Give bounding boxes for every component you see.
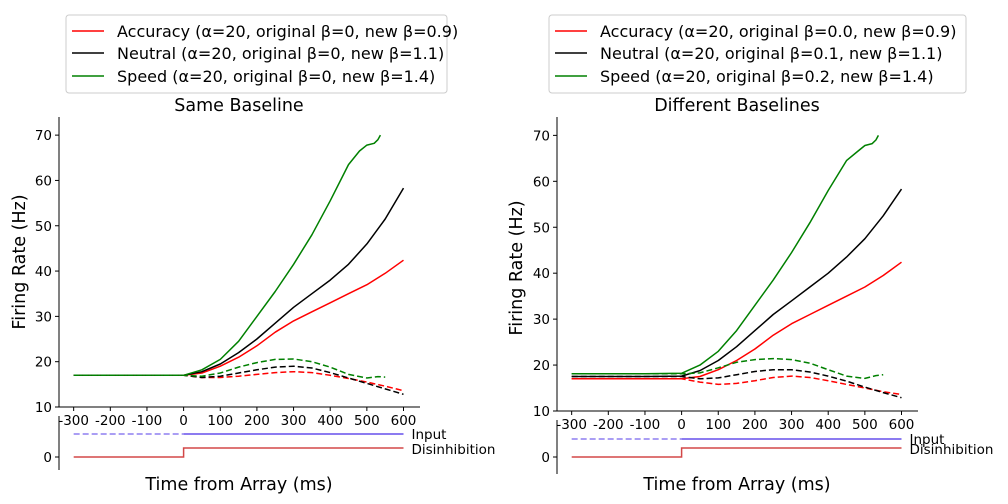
chart-title: Same Baseline bbox=[174, 96, 303, 116]
legend-box bbox=[65, 14, 448, 94]
series-line-dashed-3 bbox=[571, 375, 902, 396]
disinhibition-line bbox=[73, 447, 404, 458]
x-tick-label: 300 bbox=[281, 413, 307, 429]
series-line-dashed-4 bbox=[73, 365, 404, 396]
y-tick-label: 30 bbox=[533, 312, 550, 328]
y-tick-label: 40 bbox=[533, 266, 550, 282]
y-tick-label: 70 bbox=[35, 128, 52, 144]
chart-different-baselines: Accuracy (α=20, original β=0.0, new β=0.… bbox=[507, 14, 993, 495]
legend-label-speed: Speed (α=20, original β=0.2, new β=1.4) bbox=[600, 67, 934, 86]
x-tick-label: 400 bbox=[317, 413, 343, 429]
legend-label-neutral: Neutral (α=20, original β=0.1, new β=1.1… bbox=[600, 44, 942, 63]
inset-label-disinhibition: Disinhibition bbox=[412, 442, 496, 458]
y-tick-label: 50 bbox=[533, 220, 550, 236]
series-line-solid-1 bbox=[73, 187, 405, 377]
series-line-solid-2 bbox=[571, 135, 880, 375]
legend-label-accuracy: Accuracy (α=20, original β=0, new β=0.9) bbox=[117, 22, 458, 41]
x-axis-label: Time from Array (ms) bbox=[144, 475, 332, 495]
x-tick-label: 100 bbox=[705, 417, 731, 433]
y-tick-label: 20 bbox=[35, 355, 52, 371]
x-tick-label: 600 bbox=[889, 417, 915, 433]
y-axis-label: Firing Rate (Hz) bbox=[507, 200, 527, 335]
x-tick-label: 0 bbox=[179, 413, 188, 429]
series-line-solid-1 bbox=[571, 188, 903, 378]
series-line-solid-0 bbox=[73, 259, 404, 377]
y-tick-label: 30 bbox=[35, 309, 52, 325]
x-tick-label: 500 bbox=[852, 417, 878, 433]
inset-label-input: Input bbox=[910, 432, 945, 448]
series-line-solid-2 bbox=[73, 134, 382, 377]
y-tick-label: 10 bbox=[35, 400, 52, 416]
inset-y-tick-label: 0 bbox=[541, 450, 550, 466]
x-tick-label: -100 bbox=[630, 417, 661, 433]
chart-same-baseline: Accuracy (α=20, original β=0, new β=0.9)… bbox=[10, 14, 495, 495]
legend: Accuracy (α=20, original β=0.0, new β=0.… bbox=[548, 14, 967, 94]
legend-label-neutral: Neutral (α=20, original β=0, new β=1.1) bbox=[117, 44, 444, 63]
x-tick-label: 300 bbox=[779, 417, 805, 433]
y-tick-label: 50 bbox=[35, 219, 52, 235]
y-tick-label: 20 bbox=[533, 358, 550, 374]
y-tick-label: 10 bbox=[533, 404, 550, 420]
series-line-solid-0 bbox=[571, 261, 902, 380]
x-tick-label: -200 bbox=[593, 417, 624, 433]
x-tick-label: 500 bbox=[354, 413, 380, 429]
chart-title: Different Baselines bbox=[654, 96, 820, 116]
legend-label-accuracy: Accuracy (α=20, original β=0.0, new β=0.… bbox=[600, 22, 956, 41]
y-tick-label: 60 bbox=[533, 174, 550, 190]
x-tick-label: 200 bbox=[244, 413, 270, 429]
inset-label-input: Input bbox=[412, 427, 447, 443]
x-tick-label: -300 bbox=[556, 417, 587, 433]
legend: Accuracy (α=20, original β=0, new β=0.9)… bbox=[65, 14, 458, 94]
x-tick-label: 0 bbox=[677, 417, 686, 433]
plot-area: 10 20 30 40 50 60 70 -300 -200 -100 0 100 200 300 400 5… bbox=[35, 117, 420, 429]
y-tick-label: 70 bbox=[533, 128, 550, 144]
y-tick-label: 60 bbox=[35, 173, 52, 189]
legend-label-speed: Speed (α=20, original β=0, new β=1.4) bbox=[117, 67, 435, 86]
x-axis-label: Time from Array (ms) bbox=[642, 475, 830, 495]
x-tick-label: 100 bbox=[207, 413, 233, 429]
legend-box bbox=[548, 14, 967, 94]
inset-label-disinhibition: Disinhibition bbox=[910, 442, 994, 458]
x-tick-label: 400 bbox=[815, 417, 841, 433]
x-tick-label: -200 bbox=[95, 413, 126, 429]
x-tick-label: -300 bbox=[58, 413, 89, 429]
disinhibition-line bbox=[571, 447, 902, 458]
inset-y-tick-label: 0 bbox=[43, 450, 52, 466]
y-axis-label: Firing Rate (Hz) bbox=[10, 194, 30, 329]
series-line-dashed-5 bbox=[571, 357, 884, 380]
x-tick-label: 200 bbox=[742, 417, 768, 433]
series-line-dashed-5 bbox=[73, 358, 386, 379]
x-tick-label: -100 bbox=[132, 413, 163, 429]
plot-area: 10 20 30 40 50 60 70 -300 -200 -100 0 100 200 300 400 5… bbox=[533, 117, 918, 433]
x-tick-label: 600 bbox=[391, 413, 417, 429]
y-tick-label: 40 bbox=[35, 264, 52, 280]
series-line-dashed-4 bbox=[571, 368, 902, 399]
